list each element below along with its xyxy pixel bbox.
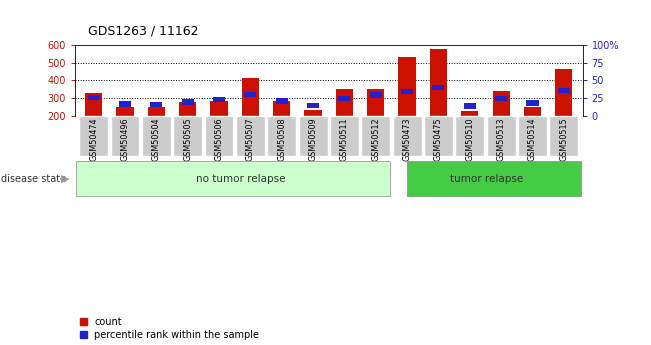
Text: GSM50513: GSM50513: [497, 117, 506, 161]
Bar: [367, 89, 384, 116]
Bar: [182, 99, 194, 105]
FancyBboxPatch shape: [549, 116, 578, 156]
Text: GSM50512: GSM50512: [371, 117, 380, 161]
FancyBboxPatch shape: [456, 116, 484, 156]
Bar: [555, 69, 572, 116]
Text: GSM50496: GSM50496: [120, 117, 130, 161]
FancyBboxPatch shape: [393, 116, 422, 156]
Bar: [398, 57, 416, 116]
FancyBboxPatch shape: [299, 116, 327, 156]
Bar: [493, 91, 510, 116]
Bar: [242, 78, 259, 116]
FancyBboxPatch shape: [518, 116, 547, 156]
Bar: [370, 92, 381, 98]
Bar: [339, 96, 350, 101]
FancyBboxPatch shape: [236, 116, 265, 156]
Bar: [524, 107, 541, 116]
Text: GSM50475: GSM50475: [434, 117, 443, 161]
Bar: [148, 107, 165, 116]
Text: GSM50473: GSM50473: [402, 117, 411, 161]
Text: tumor relapse: tumor relapse: [450, 174, 523, 184]
Text: GDS1263 / 11162: GDS1263 / 11162: [88, 25, 199, 38]
Text: GSM50515: GSM50515: [559, 117, 568, 161]
Bar: [276, 98, 288, 104]
Text: GSM50509: GSM50509: [309, 117, 318, 161]
Bar: [273, 101, 290, 116]
FancyBboxPatch shape: [268, 116, 296, 156]
Bar: [117, 107, 133, 116]
Text: GSM50504: GSM50504: [152, 117, 161, 161]
Text: GSM50514: GSM50514: [528, 117, 537, 161]
Bar: [210, 101, 228, 116]
Bar: [336, 89, 353, 116]
Bar: [119, 101, 131, 107]
Text: ▶: ▶: [61, 174, 69, 184]
Bar: [85, 93, 102, 116]
FancyBboxPatch shape: [79, 116, 108, 156]
FancyBboxPatch shape: [173, 116, 202, 156]
Bar: [527, 100, 538, 106]
Text: GSM50507: GSM50507: [246, 117, 255, 161]
Bar: [244, 91, 256, 97]
Bar: [213, 97, 225, 102]
Bar: [307, 103, 319, 108]
FancyBboxPatch shape: [407, 161, 581, 196]
Bar: [305, 110, 322, 116]
Bar: [464, 103, 476, 108]
Bar: [495, 96, 507, 101]
FancyBboxPatch shape: [204, 116, 234, 156]
Text: GSM50505: GSM50505: [183, 117, 192, 161]
Text: GSM50508: GSM50508: [277, 117, 286, 161]
Text: no tumor relapse: no tumor relapse: [196, 174, 286, 184]
FancyBboxPatch shape: [111, 116, 139, 156]
Bar: [558, 88, 570, 93]
FancyBboxPatch shape: [76, 161, 390, 196]
Bar: [401, 89, 413, 94]
Text: GSM50474: GSM50474: [89, 117, 98, 161]
Bar: [430, 49, 447, 116]
FancyBboxPatch shape: [424, 116, 453, 156]
Text: GSM50510: GSM50510: [465, 117, 475, 161]
Text: GSM50511: GSM50511: [340, 117, 349, 161]
Legend: count, percentile rank within the sample: count, percentile rank within the sample: [79, 317, 259, 340]
Text: GSM50506: GSM50506: [215, 117, 223, 161]
Text: disease state: disease state: [1, 174, 66, 184]
Bar: [179, 102, 197, 116]
Bar: [150, 102, 162, 107]
Bar: [88, 95, 100, 100]
Bar: [461, 111, 478, 116]
FancyBboxPatch shape: [487, 116, 516, 156]
FancyBboxPatch shape: [361, 116, 390, 156]
FancyBboxPatch shape: [330, 116, 359, 156]
Bar: [432, 85, 445, 90]
FancyBboxPatch shape: [142, 116, 171, 156]
